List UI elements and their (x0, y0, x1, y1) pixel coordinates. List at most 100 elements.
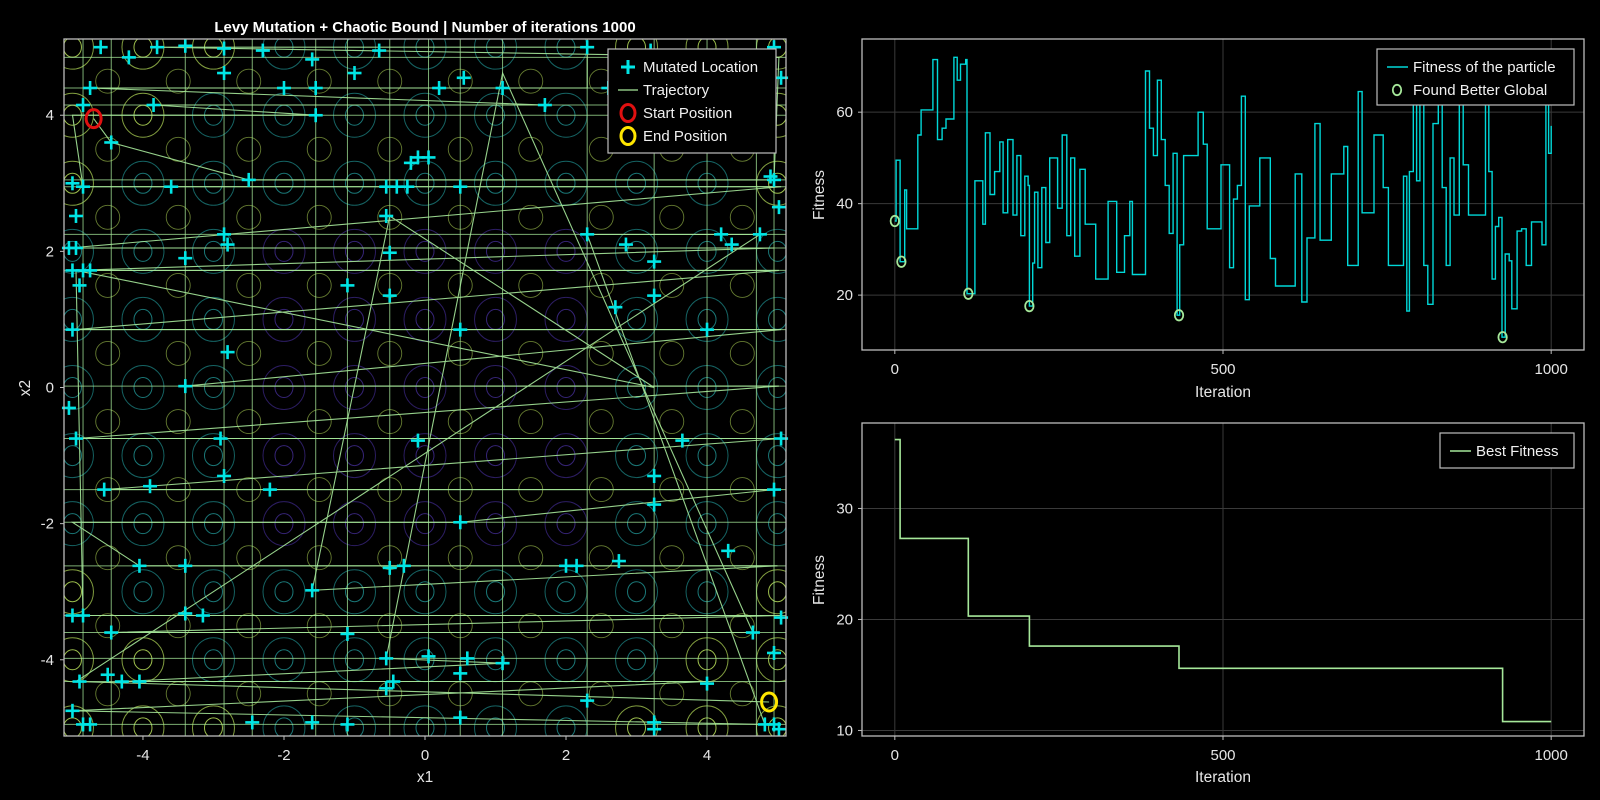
mutated-location-marker (421, 649, 436, 664)
contour-ring (659, 613, 685, 639)
contour-ring (615, 365, 659, 410)
contour-ring (306, 204, 332, 230)
contour-ring (474, 160, 518, 206)
contour-ring (306, 272, 332, 298)
contour-ring (474, 365, 518, 410)
contour-ring (236, 204, 262, 230)
contour-ring (615, 705, 659, 736)
x-tick-label: 0 (891, 747, 899, 764)
contour-ring (627, 513, 647, 535)
contour-ring (236, 409, 262, 434)
mutated-location-marker (771, 200, 786, 215)
contour-ring (486, 377, 506, 398)
y-tick-label: 20 (836, 611, 853, 628)
contour-ring (64, 445, 82, 467)
contour-ring (203, 649, 223, 671)
best-fitness-series (894, 438, 1552, 723)
legend-marker-end (619, 126, 637, 146)
mutated-location-marker (421, 150, 436, 165)
mutated-location-marker (410, 433, 425, 448)
mutated-location-marker (132, 558, 147, 573)
mutated-location-marker (647, 254, 662, 269)
contour-ring (165, 409, 191, 434)
y-tick-label: 0 (46, 380, 54, 397)
mutated-location-marker (220, 345, 235, 360)
contour-ring (332, 228, 376, 274)
y-tick-label: 30 (836, 500, 853, 517)
mutated-location-marker (262, 482, 277, 497)
mutated-location-marker (104, 135, 119, 150)
mutated-location-marker (453, 666, 468, 681)
contour-ring (627, 717, 647, 736)
end-position-marker (760, 691, 779, 713)
contour-ring (64, 296, 94, 342)
mutated-location-marker (618, 237, 633, 252)
contour-ring (274, 377, 294, 398)
mutated-location-marker (379, 681, 394, 696)
legend-marker-start (619, 103, 637, 123)
mutated-location-marker (647, 288, 662, 303)
contour-ring (518, 204, 544, 230)
mutated-location-marker (93, 40, 108, 55)
contour-ring (474, 705, 518, 736)
contour-ring (121, 501, 165, 547)
legend-marker-mutated (621, 60, 635, 74)
contour-ring (95, 409, 121, 434)
contour-ring (486, 172, 506, 194)
better-global-series (889, 214, 1508, 344)
mutated-location-marker (580, 227, 595, 242)
mutated-location-marker (217, 468, 232, 483)
contour-ring (518, 68, 544, 94)
contour-ring (191, 365, 235, 410)
mutated-location-marker (150, 40, 165, 55)
mutated-location-marker (305, 583, 320, 598)
contour-ring (236, 272, 262, 298)
contour-ring (121, 160, 165, 206)
contour-ring (64, 377, 82, 398)
contour-ring (64, 172, 82, 194)
contour-ring (64, 501, 94, 547)
contour-ring (627, 240, 647, 262)
mutated-location-marker (72, 674, 87, 689)
mutated-location-marker (608, 300, 623, 315)
contour-ring (556, 649, 576, 671)
contour-ring (332, 569, 376, 615)
mutated-location-marker (580, 40, 595, 55)
mutated-location-marker (340, 717, 355, 732)
mutated-location-marker (453, 179, 468, 194)
contour-ring (236, 341, 262, 366)
contour-ring (306, 341, 332, 366)
mutated-location-marker (83, 717, 98, 732)
contour-ring (332, 296, 376, 342)
contour-ring (236, 613, 262, 639)
mutated-location-marker (255, 43, 270, 58)
mutated-location-marker (724, 237, 739, 252)
contour-ring (306, 136, 332, 162)
mutated-location-marker (432, 81, 447, 96)
contour-ring (165, 68, 191, 94)
contour-ring (274, 513, 294, 535)
mutated-location-marker (745, 625, 760, 640)
mutated-location-marker (83, 263, 98, 278)
mutated-location-marker (97, 482, 112, 497)
contour-ring (306, 545, 332, 571)
mutated-location-marker (537, 98, 552, 113)
contour-ring (403, 228, 447, 274)
better-global-point (963, 287, 974, 300)
legend-marker-better-global (1391, 83, 1403, 97)
contour-ring (133, 649, 153, 671)
mutated-location-marker (647, 468, 662, 483)
contour-ring (332, 433, 376, 479)
contour-ring (486, 649, 506, 671)
contour-ring (474, 296, 518, 342)
contour-ring (344, 717, 364, 736)
contour-ring (729, 613, 755, 639)
contour-ring (133, 172, 153, 194)
mutated-location-marker (114, 674, 129, 689)
start-position-marker (84, 108, 103, 130)
mutated-location-marker (178, 379, 193, 394)
mutated-location-marker (460, 651, 475, 666)
contour-ring (474, 433, 518, 479)
contour-ring (474, 569, 518, 615)
particle-fitness-x-axis-label: Iteration (1195, 384, 1251, 401)
